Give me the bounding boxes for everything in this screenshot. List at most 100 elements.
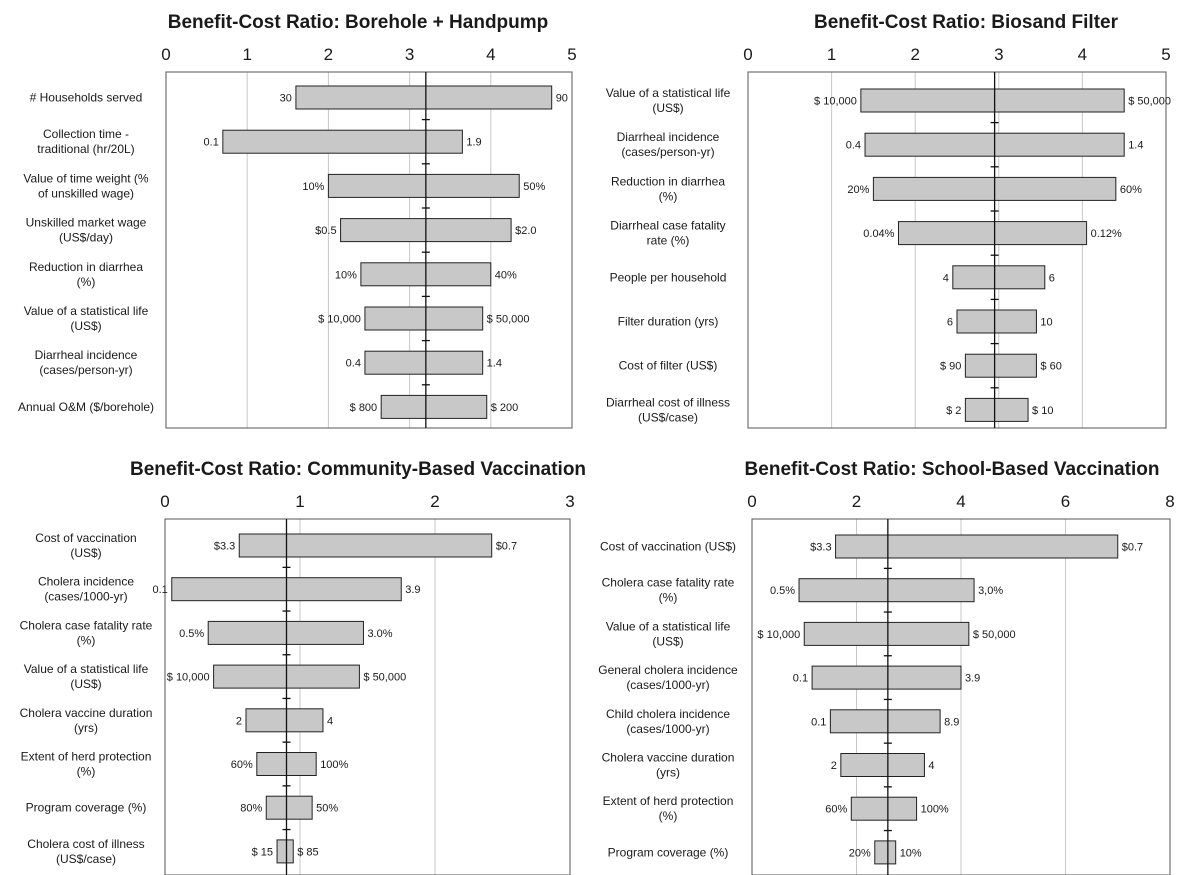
plot-frame	[751, 518, 1171, 875]
chart-panel-1: Benefit-Cost Ratio: Borehole + Handpump 0…	[18, 12, 577, 429]
tornado-bar	[364, 306, 484, 331]
chart-panel-3: Benefit-Cost Ratio: Community-Based Vacc…	[20, 459, 586, 875]
chart-title: Benefit-Cost Ratio: Biosand Filter	[814, 12, 1119, 33]
bar-high-label: 50%	[316, 803, 338, 815]
category-label: (US$)	[70, 677, 101, 691]
bar-low-label: $ 10,000	[814, 96, 857, 108]
bar-high-label: 100%	[320, 759, 348, 771]
category-label: # Households served	[30, 91, 143, 105]
bar-high-label: $0.7	[1122, 542, 1143, 554]
category-label: traditional (hr/20L)	[37, 142, 134, 156]
bar-low-label: 80%	[240, 803, 262, 815]
tornado-bar	[811, 665, 962, 690]
tornado-bar	[245, 708, 324, 733]
bar-low-label: $ 800	[350, 402, 378, 414]
bar-high-label: $ 50,000	[363, 672, 406, 684]
bar-high-label: 60%	[1120, 184, 1142, 196]
bar-high-label: 6	[1049, 272, 1055, 284]
category-label: Unskilled market wage	[26, 216, 147, 230]
x-tick-label: 1	[242, 45, 251, 64]
x-tick-label: 8	[1165, 492, 1174, 511]
bar-high-label: $ 60	[1040, 361, 1061, 373]
category-label: (%)	[77, 275, 96, 289]
tornado-bar	[874, 840, 897, 865]
bar-high-label: $ 85	[297, 846, 318, 858]
x-tick-label: 2	[910, 45, 919, 64]
bar-low-label: 20%	[849, 847, 871, 859]
category-label: (US$/case)	[638, 410, 698, 424]
bar-low-label: 0.4	[346, 358, 361, 370]
category-label: Value of a statistical life	[606, 619, 731, 633]
category-label: Cost of filter (US$)	[619, 359, 718, 373]
bar-high-label: 3,0%	[978, 585, 1003, 597]
category-label: Reduction in diarrhea	[29, 260, 143, 274]
bar-high-label: 10	[1040, 317, 1052, 329]
bar-high-label: 4	[327, 715, 333, 727]
category-label: General cholera incidence	[598, 663, 738, 677]
bar-high-label: 50%	[523, 181, 545, 193]
plot-frame	[165, 71, 573, 429]
tornado-bar	[956, 309, 1037, 334]
category-label: (US$/day)	[59, 231, 113, 245]
chart-title: Benefit-Cost Ratio: Community-Based Vacc…	[130, 459, 586, 480]
bar-low-label: 10%	[335, 269, 357, 281]
bar-high-label: $2.0	[515, 225, 536, 237]
bar-low-label: 0.4	[846, 140, 861, 152]
category-label: Reduction in diarrhea	[611, 174, 725, 188]
tornado-bar	[265, 795, 313, 820]
tornado-bar	[850, 796, 918, 821]
chart-panel-4: Benefit-Cost Ratio: School-Based Vaccina…	[598, 459, 1175, 875]
bar-low-label: 60%	[825, 804, 847, 816]
bar-low-label: $ 10,000	[318, 314, 361, 326]
bar-low-label: 0.1	[811, 716, 826, 728]
bar-low-label: 2	[236, 715, 242, 727]
category-label: (%)	[77, 633, 96, 647]
bar-low-label: $ 10,000	[167, 672, 210, 684]
tornado-bar	[835, 534, 1119, 559]
chart-title: Benefit-Cost Ratio: School-Based Vaccina…	[745, 459, 1160, 480]
bar-low-label: 0.1	[204, 137, 219, 149]
category-label: (%)	[659, 809, 678, 823]
x-tick-label: 4	[1078, 45, 1087, 64]
bar-high-label: $ 50,000	[973, 629, 1016, 641]
bar-low-label: $ 2	[946, 405, 961, 417]
bar-high-label: 1.4	[487, 358, 502, 370]
tornado-bar	[364, 350, 484, 375]
bar-low-label: $ 15	[252, 846, 273, 858]
bar-high-label: 1.4	[1128, 140, 1143, 152]
category-label: Cholera case fatality rate	[602, 576, 735, 590]
tornado-bar	[897, 221, 1088, 246]
x-tick-label: 4	[486, 45, 495, 64]
bar-high-label: $0.7	[496, 541, 517, 553]
bar-high-label: 100%	[921, 804, 949, 816]
tornado-bar	[295, 85, 553, 110]
x-tick-label: 0	[743, 45, 752, 64]
bar-low-label: 0.5%	[179, 628, 204, 640]
category-label: (cases/person-yr)	[621, 145, 714, 159]
bar-low-label: 60%	[231, 759, 253, 771]
category-label: Value of a statistical life	[24, 662, 149, 676]
category-label: rate (%)	[647, 234, 690, 248]
bar-high-label: 3.9	[405, 584, 420, 596]
category-label: Program coverage (%)	[26, 801, 147, 815]
bar-high-label: $ 200	[491, 402, 519, 414]
tornado-bar	[803, 621, 970, 646]
category-label: (cases/1000-yr)	[44, 590, 127, 604]
x-tick-label: 1	[295, 492, 304, 511]
bar-high-label: $ 50,000	[1128, 96, 1171, 108]
category-label: (cases/1000-yr)	[626, 678, 709, 692]
x-tick-label: 2	[430, 492, 439, 511]
category-label: Cholera vaccine duration	[602, 751, 735, 765]
bar-low-label: 6	[947, 317, 953, 329]
category-label: (%)	[659, 591, 678, 605]
tornado-bar	[276, 839, 294, 864]
category-label: Value of a statistical life	[606, 86, 731, 100]
x-tick-label: 6	[1061, 492, 1070, 511]
bar-low-label: 0.1	[152, 584, 167, 596]
x-tick-label: 3	[405, 45, 414, 64]
category-label: Program coverage (%)	[608, 845, 729, 859]
bar-low-label: 30	[280, 93, 292, 105]
category-label: (cases/person-yr)	[39, 363, 132, 377]
category-label: Value of time weight (%	[23, 171, 148, 185]
category-label: Filter duration (yrs)	[618, 315, 719, 329]
